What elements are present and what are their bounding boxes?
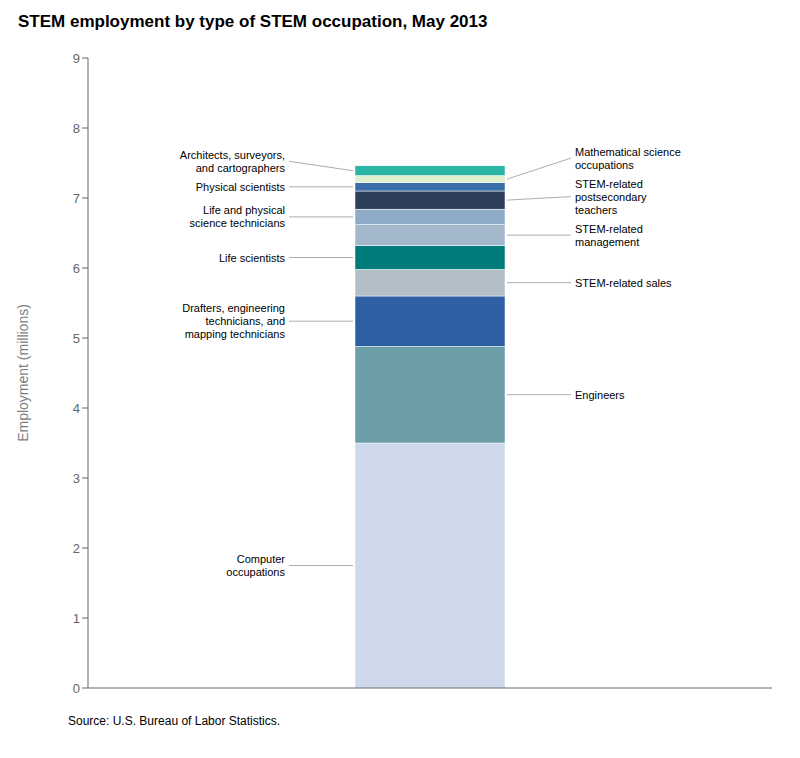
svg-text:Employment (millions): Employment (millions) bbox=[15, 304, 31, 442]
svg-text:6: 6 bbox=[73, 261, 80, 276]
svg-text:Architects, surveyors,and cart: Architects, surveyors,and cartographers bbox=[180, 149, 286, 174]
svg-text:3: 3 bbox=[73, 471, 80, 486]
svg-text:4: 4 bbox=[73, 401, 80, 416]
svg-text:5: 5 bbox=[73, 331, 80, 346]
svg-text:Engineers: Engineers bbox=[575, 389, 625, 401]
svg-text:Drafters, engineeringtechnicia: Drafters, engineeringtechnicians, andmap… bbox=[182, 302, 285, 340]
svg-text:STEM-relatedmanagement: STEM-relatedmanagement bbox=[575, 223, 643, 248]
svg-text:Computeroccupations: Computeroccupations bbox=[226, 553, 285, 578]
svg-text:Life and physicalscience techn: Life and physicalscience technicians bbox=[190, 204, 286, 229]
svg-text:1: 1 bbox=[73, 611, 80, 626]
svg-text:Physical scientists: Physical scientists bbox=[196, 181, 286, 193]
html-text:STEM employment by type of STE: STEM employment by type of STEM occupati… bbox=[18, 12, 488, 31]
svg-text:STEM-relatedpostsecondaryteach: STEM-relatedpostsecondaryteachers bbox=[575, 178, 647, 216]
svg-text:Life scientists: Life scientists bbox=[219, 252, 286, 264]
svg-text:8: 8 bbox=[73, 121, 80, 136]
svg-text:0: 0 bbox=[73, 681, 80, 696]
svg-text:STEM-related sales: STEM-related sales bbox=[575, 277, 672, 289]
svg-text:Mathematical scienceoccupation: Mathematical scienceoccupations bbox=[575, 146, 681, 171]
svg-text:9: 9 bbox=[73, 51, 80, 66]
svg-text:2: 2 bbox=[73, 541, 80, 556]
html-text:Source: U.S. Bureau of Labor S: Source: U.S. Bureau of Labor Statistics. bbox=[68, 714, 281, 728]
svg-text:7: 7 bbox=[73, 191, 80, 206]
